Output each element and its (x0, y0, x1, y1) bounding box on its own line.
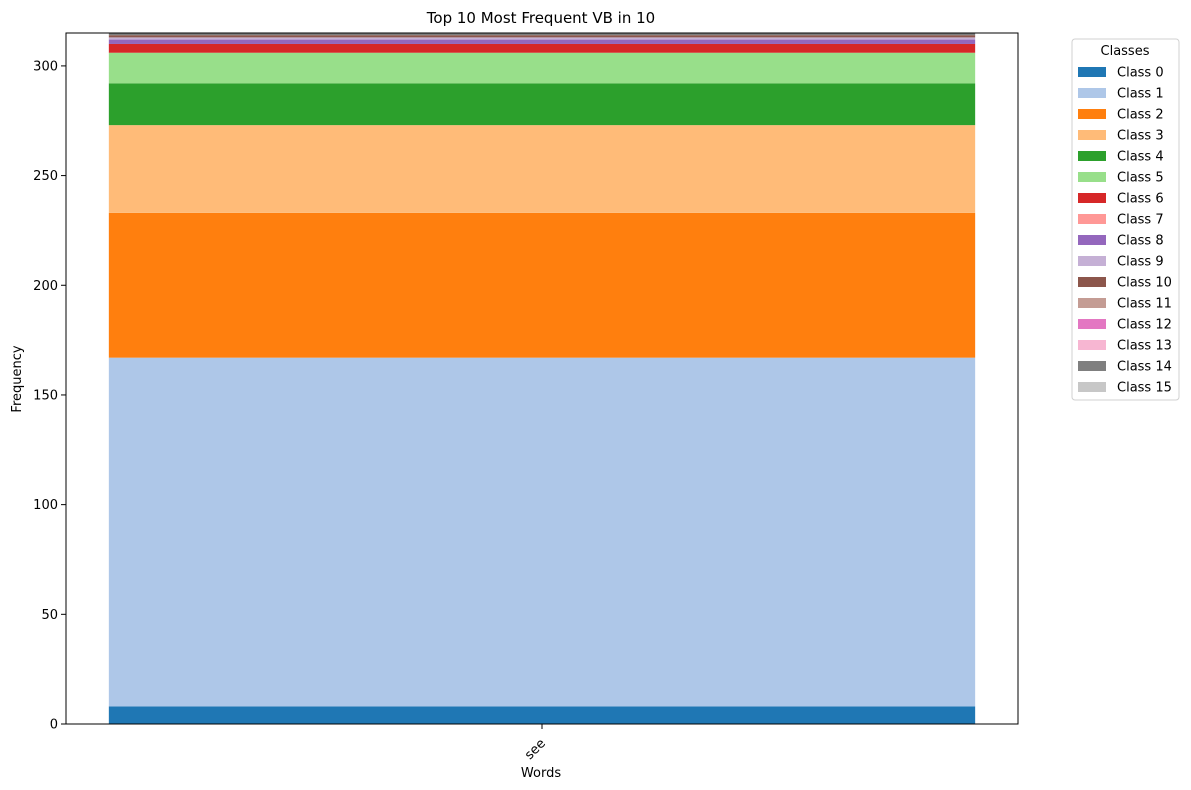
bar-stack (109, 33, 975, 724)
legend-label: Class 14 (1117, 360, 1172, 375)
legend-title: Classes (1101, 44, 1150, 59)
legend-label: Class 5 (1117, 171, 1164, 186)
chart-title: Top 10 Most Frequent VB in 10 (426, 9, 655, 27)
legend-swatch (1078, 88, 1106, 98)
legend-swatch (1078, 151, 1106, 161)
legend-swatch (1078, 340, 1106, 350)
legend-label: Class 0 (1117, 66, 1164, 81)
legend-label: Class 8 (1117, 234, 1164, 249)
bar-segment-class-6 (109, 44, 975, 53)
legend-swatch (1078, 235, 1106, 245)
bar-segment-class-1 (109, 358, 975, 707)
legend-swatch (1078, 67, 1106, 77)
x-axis: see (522, 724, 549, 763)
y-tick-label: 100 (33, 498, 58, 513)
legend-swatch (1078, 256, 1106, 266)
y-tick-label: 50 (41, 608, 58, 623)
legend-label: Class 11 (1117, 297, 1172, 312)
y-tick-label: 250 (33, 169, 58, 184)
bar-segment-class-9 (109, 37, 975, 39)
legend-swatch (1078, 214, 1106, 224)
legend-label: Class 9 (1117, 255, 1164, 270)
bar-segment-class-5 (109, 53, 975, 84)
legend-swatch (1078, 277, 1106, 287)
legend-label: Class 6 (1117, 192, 1164, 207)
legend-swatch (1078, 109, 1106, 119)
legend-label: Class 15 (1117, 381, 1172, 396)
legend-swatch (1078, 319, 1106, 329)
y-axis-label: Frequency (10, 345, 25, 412)
legend-swatch (1078, 193, 1106, 203)
y-tick-label: 300 (33, 59, 58, 74)
legend-swatch (1078, 361, 1106, 371)
legend-label: Class 3 (1117, 129, 1164, 144)
bar-segment-class-8 (109, 40, 975, 44)
bar-segment-class-0 (109, 706, 975, 724)
legend-label: Class 1 (1117, 87, 1164, 102)
legend-label: Class 10 (1117, 276, 1172, 291)
x-axis-label: Words (521, 766, 561, 781)
bar-segment-class-3 (109, 125, 975, 213)
legend-swatch (1078, 298, 1106, 308)
legend-label: Class 12 (1117, 318, 1172, 333)
legend-label: Class 7 (1117, 213, 1164, 228)
legend-label: Class 2 (1117, 108, 1164, 123)
legend-swatch (1078, 130, 1106, 140)
legend: Classes Class 0 Class 1 Class 2 Class 3 Clas… (1072, 39, 1179, 400)
bar-segment-class-2 (109, 213, 975, 358)
bar-segment-class-4 (109, 83, 975, 125)
legend-swatch (1078, 382, 1106, 392)
y-tick-label: 0 (50, 718, 58, 733)
x-tick-label: see (522, 736, 549, 763)
bar-segment-class-10 (109, 35, 975, 37)
legend-label: Class 4 (1117, 150, 1164, 165)
y-tick-label: 200 (33, 279, 58, 294)
y-axis: 0 50 100 150 200 250 300 (33, 59, 66, 732)
y-tick-label: 150 (33, 388, 58, 403)
legend-label: Class 13 (1117, 339, 1172, 354)
legend-swatch (1078, 172, 1106, 182)
